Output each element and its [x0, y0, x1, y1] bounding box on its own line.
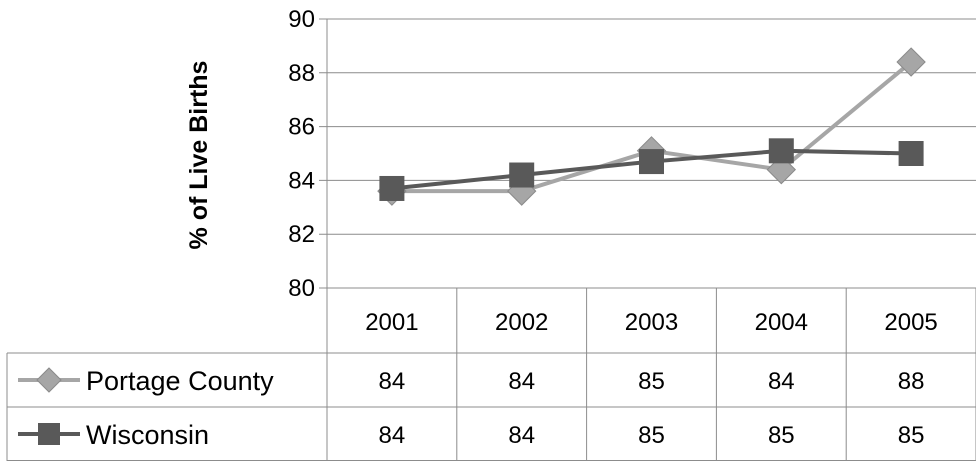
y-tick-label: 86 [288, 114, 315, 141]
legend-series-name: Wisconsin [86, 420, 209, 450]
data-point-square [898, 141, 924, 166]
legend-diamond-marker [36, 367, 62, 393]
x-tick-label: 2002 [495, 309, 548, 336]
table-cell-value: 88 [898, 368, 925, 395]
data-point-square [379, 175, 405, 201]
table-cell-value: 85 [768, 422, 795, 449]
table-cell-value: 84 [768, 368, 795, 395]
y-tick-label: 90 [288, 6, 315, 33]
table-cell-value: 84 [508, 422, 535, 449]
x-tick-label: 2001 [365, 309, 418, 336]
table-cell-value: 85 [898, 422, 925, 449]
table-cell-value: 84 [379, 368, 406, 395]
legend-series-name: Portage County [86, 366, 274, 396]
legend-square-marker [38, 423, 60, 445]
y-tick-label: 88 [288, 60, 315, 87]
x-tick-label: 2005 [884, 309, 937, 336]
grid-layer [319, 18, 976, 289]
table-cell-value: 84 [508, 368, 535, 395]
table-cell-value: 85 [638, 368, 665, 395]
y-tick-label: 82 [288, 221, 315, 248]
series-layer [377, 47, 926, 206]
data-table: 2001 2002 2003 2004 2005 Portage County 84 84 85… [6, 288, 976, 461]
y-tick-label: 80 [288, 275, 315, 302]
y-tick-label: 84 [288, 167, 315, 194]
data-point-square [509, 162, 535, 188]
data-point-diamond [896, 47, 926, 77]
data-point-square [768, 138, 794, 164]
table-cell-value: 85 [638, 422, 665, 449]
data-point-square [639, 149, 664, 175]
y-axis-label: % of Live Births [185, 61, 213, 250]
axis-layer: 80 82 84 86 88 90 [288, 6, 328, 461]
x-tick-label: 2004 [755, 309, 808, 336]
table-cell-value: 84 [379, 422, 406, 449]
x-tick-label: 2003 [625, 309, 678, 336]
